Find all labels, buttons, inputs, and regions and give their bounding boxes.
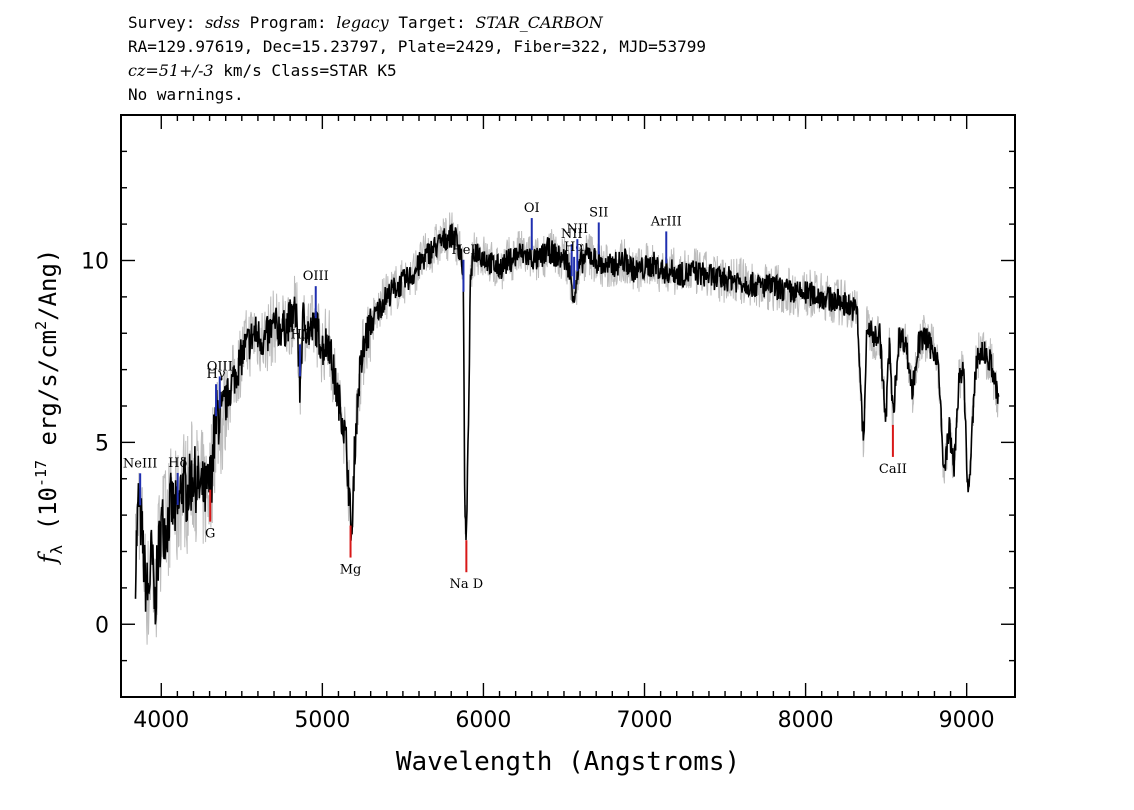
program-value: legacy <box>336 13 389 32</box>
line-label: ArIII <box>650 214 682 229</box>
y-tick-label: 5 <box>95 431 109 456</box>
error-spectrum-line <box>135 212 1000 645</box>
header-warnings: No warnings. <box>128 85 244 104</box>
line-label: Mg <box>340 563 362 578</box>
header-line-1: Survey: sdss Program: legacy Target: STA… <box>128 14 603 32</box>
line-label: Hγ <box>206 367 225 382</box>
x-tick-label: 5000 <box>294 708 350 733</box>
line-label: G <box>205 527 215 542</box>
flux-spectrum-line <box>134 223 1000 625</box>
line-label: NII <box>561 227 583 242</box>
y-axis-label: fλ (10-17 erg/s/cm2/Ang) <box>32 249 66 566</box>
x-tick-label: 7000 <box>617 708 673 733</box>
line-label: HeI <box>451 243 475 258</box>
x-tick-label: 9000 <box>939 708 995 733</box>
line-label: SII <box>589 205 608 220</box>
plot-frame <box>120 114 1016 698</box>
line-label: OIII <box>207 359 233 374</box>
redshift-value: cz=51+/-3 <box>128 61 214 80</box>
line-label: OIII <box>303 269 329 284</box>
line-label: CaII <box>879 462 907 477</box>
x-axis-label: Wavelength (Angstroms) <box>396 747 740 777</box>
class-text: km/s Class=STAR K5 <box>223 61 397 80</box>
line-label: Hα <box>564 240 584 255</box>
header-line-2: RA=129.97619, Dec=15.23797, Plate=2429, … <box>128 37 706 56</box>
target-label: Target: <box>398 13 466 32</box>
line-label: OI <box>524 201 540 216</box>
survey-value: sdss <box>205 13 240 32</box>
line-label: Na D <box>450 577 484 592</box>
program-label: Program: <box>249 13 327 32</box>
line-label: Hβ <box>291 327 310 342</box>
y-tick-label: 10 <box>81 250 109 275</box>
line-label: Hδ <box>168 456 187 471</box>
line-label: NeIII <box>123 456 157 471</box>
target-value: STAR_CARBON <box>475 13 603 32</box>
header-line-3: cz=51+/-3 km/s Class=STAR K5 <box>128 62 397 80</box>
x-tick-label: 6000 <box>455 708 511 733</box>
x-tick-label: 8000 <box>778 708 834 733</box>
y-tick-label: 0 <box>95 613 109 638</box>
survey-label: Survey: <box>128 13 196 32</box>
x-tick-label: 4000 <box>133 708 189 733</box>
line-label: NII <box>567 222 589 237</box>
